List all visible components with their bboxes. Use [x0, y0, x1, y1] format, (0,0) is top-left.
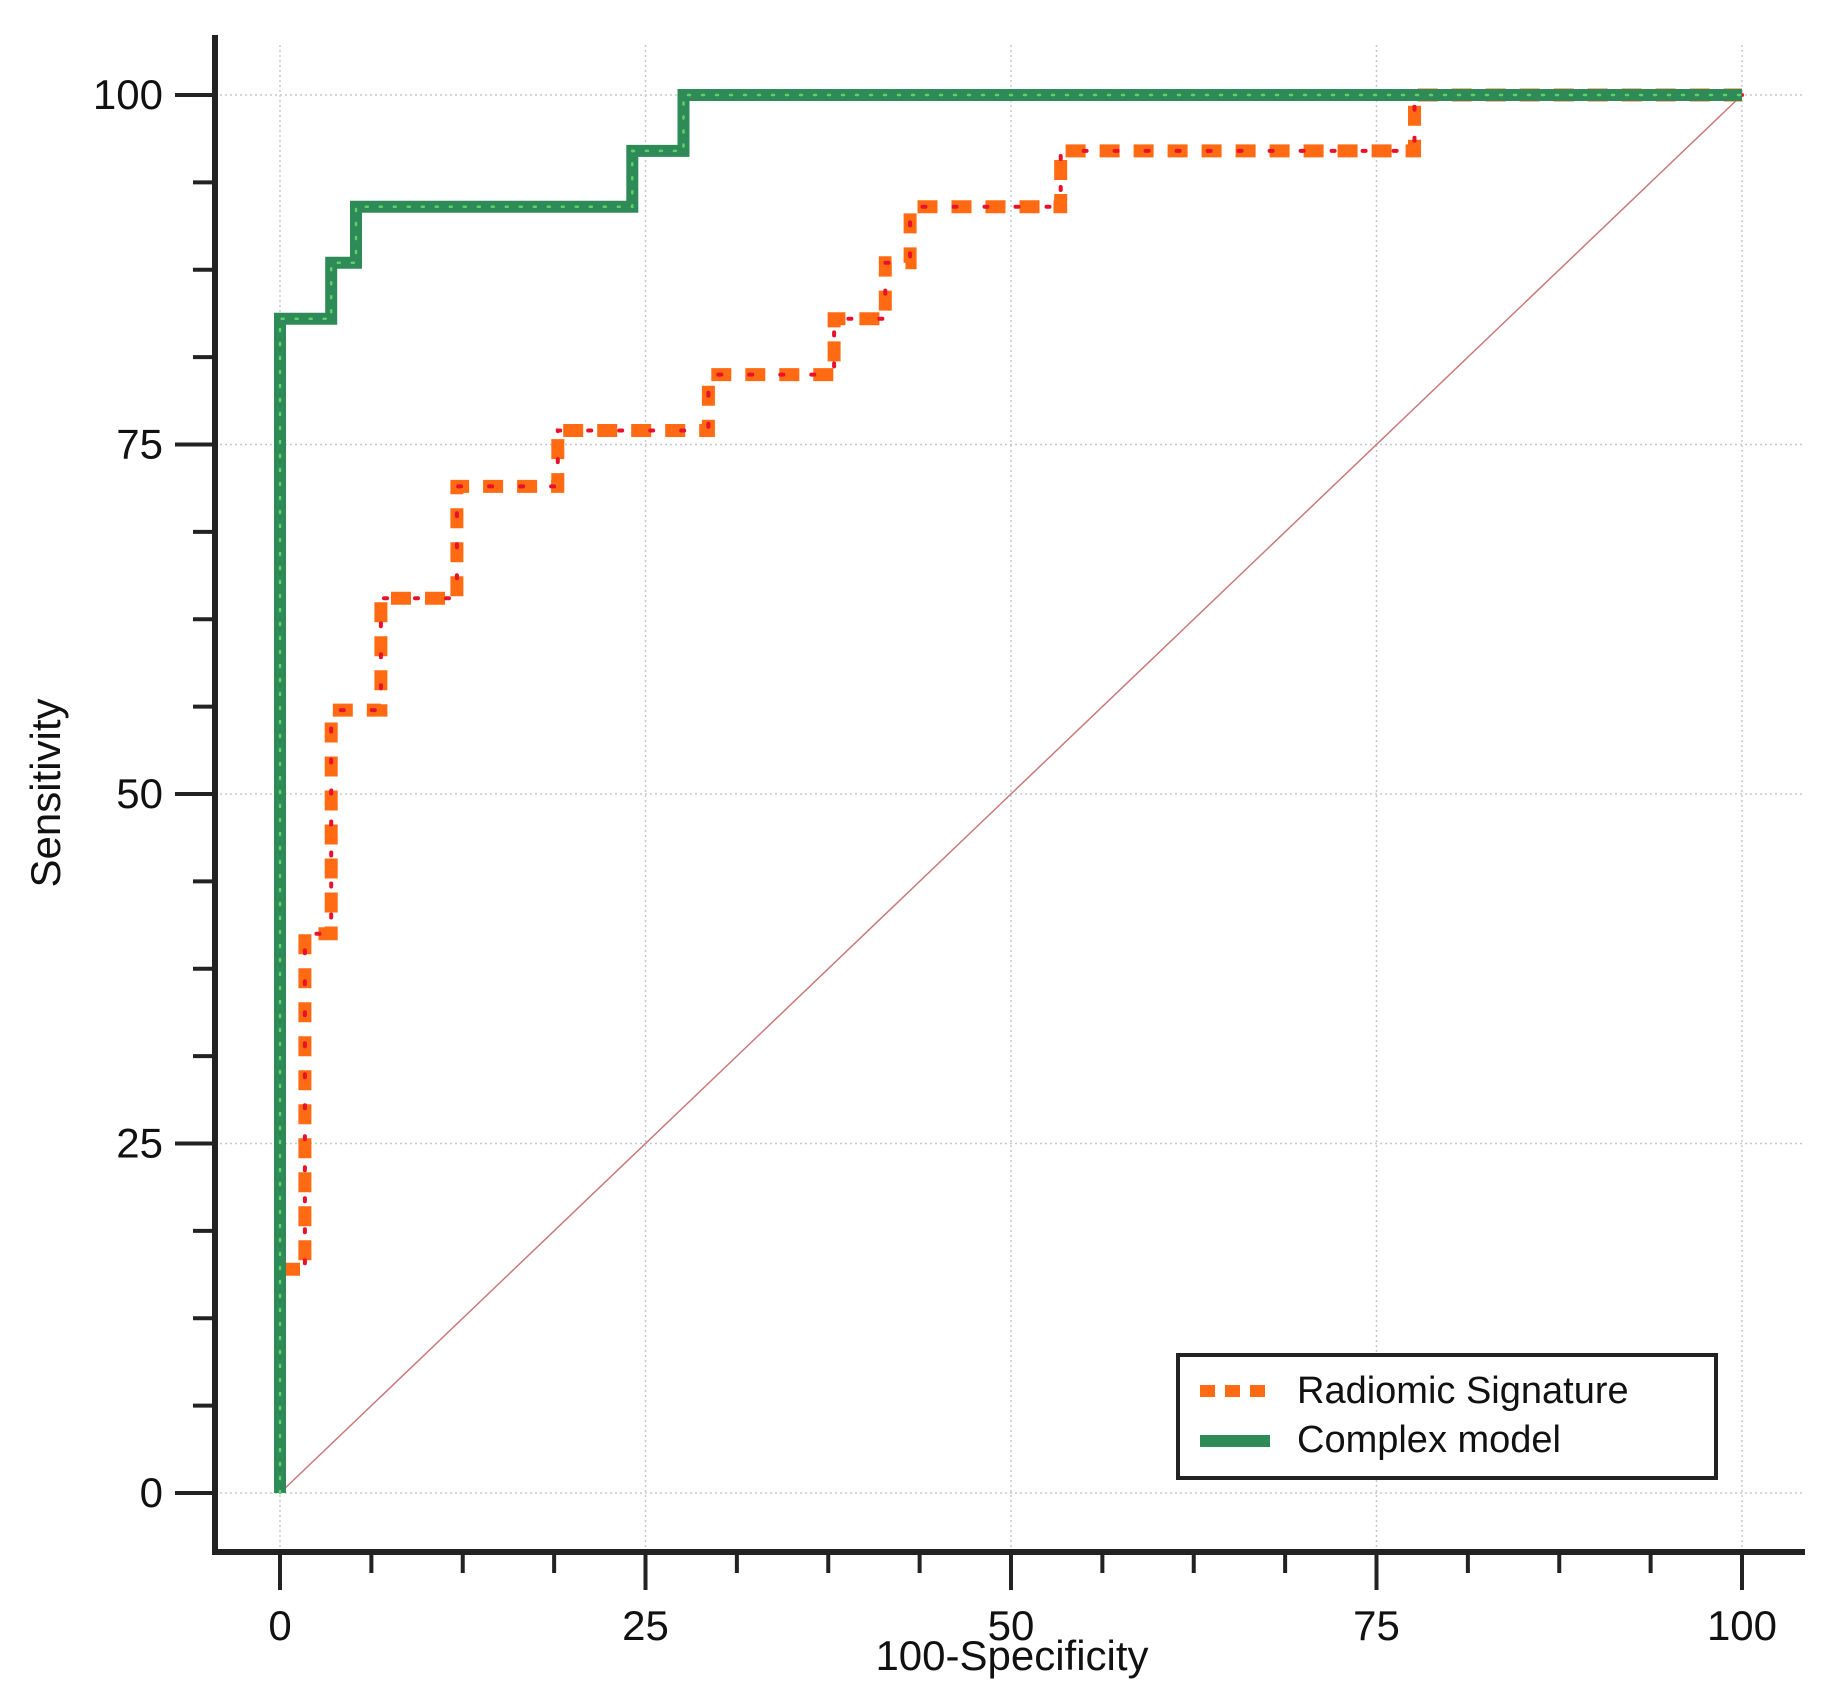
- reference-line-layer: [279, 94, 1743, 1494]
- legend-label-complex-model: Complex model: [1297, 1419, 1561, 1461]
- reference-diagonal-line: [279, 94, 1743, 1494]
- x-axis-title: 100-Specificity: [875, 1632, 1148, 1679]
- legend: Radiomic Signature Complex model: [1176, 1353, 1718, 1480]
- y-tick-label-75: 75: [116, 421, 163, 468]
- series-dots-complex-model: [278, 93, 1744, 1495]
- x-tick-label-50: 50: [988, 1602, 1035, 1649]
- legend-label-radiomic-signature: Radiomic Signature: [1297, 1370, 1629, 1412]
- y-tick-label-25: 25: [116, 1120, 163, 1167]
- legend-box: [1176, 1353, 1718, 1480]
- x-tick-label-25: 25: [622, 1602, 669, 1649]
- y-tick-label-50: 50: [116, 770, 163, 817]
- y-ticks: 0 25 50 75 100: [93, 71, 215, 1516]
- y-tick-label-0: 0: [140, 1469, 163, 1516]
- y-tick-label-100: 100: [93, 71, 163, 118]
- y-axis-title: Sensitivity: [22, 698, 69, 887]
- x-tick-label-75: 75: [1353, 1602, 1400, 1649]
- x-ticks: 0 25 50 75 100: [268, 1552, 1777, 1649]
- series-layer: [274, 88, 1744, 1495]
- x-tick-label-0: 0: [268, 1602, 291, 1649]
- x-tick-label-100: 100: [1707, 1602, 1777, 1649]
- series-line-radiomic-signature: [280, 88, 1742, 1276]
